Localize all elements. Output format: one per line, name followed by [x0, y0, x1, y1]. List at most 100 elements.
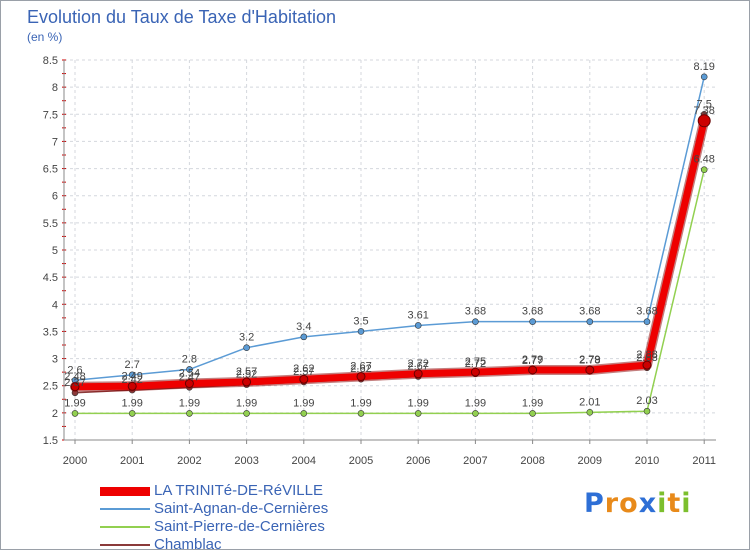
y-tick-label: 8	[52, 82, 58, 94]
series-line	[74, 76, 705, 382]
y-tick-label: 6.5	[43, 164, 58, 176]
data-label: 3.68	[579, 306, 600, 318]
data-point	[413, 369, 423, 379]
legend-item-saint-agnan[interactable]: Saint-Agnan-de-Cernières	[100, 500, 400, 518]
data-label: 2.8	[182, 353, 197, 365]
legend-item-trinite[interactable]: LA TRINITé-DE-RéVILLE	[100, 482, 400, 500]
legend-label-saint-pierre: Saint-Pierre-de-Cernières	[154, 518, 325, 535]
data-label: 2.42	[121, 374, 142, 386]
data-point	[643, 407, 651, 415]
data-point	[300, 410, 308, 417]
y-tick-label: 2.5	[43, 381, 58, 393]
data-label: 2.75	[465, 356, 486, 368]
chart-title: Evolution du Taux de Taxe d'Habitation	[27, 7, 336, 27]
data-point	[470, 367, 480, 377]
data-point	[128, 410, 136, 417]
data-label: 2.54	[179, 368, 200, 380]
logo-letter: P	[584, 488, 605, 519]
y-tick-label: 6	[52, 191, 58, 203]
logo-letter: t	[667, 488, 682, 519]
logo-letter: i	[681, 488, 692, 519]
data-point	[642, 360, 652, 370]
data-label: 2.62	[350, 363, 371, 375]
data-label: 3.5	[353, 315, 368, 327]
data-label: 3.68	[522, 306, 543, 318]
x-tick-label: 2001	[120, 455, 144, 467]
data-label: 2.57	[293, 366, 314, 378]
data-label: 2.79	[579, 354, 600, 366]
chart-unit-label: (en %)	[27, 30, 63, 44]
y-tick-label: 5.5	[43, 218, 58, 230]
data-label: 7.38	[693, 105, 714, 117]
data-point	[70, 382, 80, 392]
data-label: 2.01	[579, 396, 600, 408]
data-point	[357, 410, 365, 417]
y-tick-label: 4.5	[43, 272, 58, 284]
data-label: 1.99	[407, 397, 428, 409]
data-point	[586, 318, 594, 325]
data-point	[700, 166, 708, 173]
axes: 1.5 2 2.5 3 3.5 4 4.5 5 5.5 6 6.5 7 7.5 8 8.5 2000 2001 2…	[43, 55, 716, 467]
data-point	[299, 374, 309, 384]
data-point	[643, 318, 651, 325]
data-label: 1.99	[465, 397, 486, 409]
series-line	[75, 169, 705, 415]
legend-label-chamblac: Chamblac	[154, 536, 222, 553]
x-tick-label: 2004	[292, 455, 316, 467]
series-lines	[70, 73, 711, 417]
series-line	[71, 117, 708, 391]
x-tick-label: 2003	[234, 455, 258, 467]
data-label: 2.72	[465, 358, 486, 370]
data-point	[186, 410, 193, 417]
legend-swatch-saint-agnan	[100, 508, 150, 510]
x-tick-label: 2010	[635, 455, 659, 467]
data-label: 2.37	[64, 377, 85, 389]
data-point	[528, 365, 538, 375]
data-label: 3.68	[636, 306, 657, 318]
data-point	[128, 371, 136, 379]
logo-letter: r	[604, 488, 620, 519]
data-label: 2.03	[636, 395, 657, 407]
y-tick-label: 7	[52, 136, 58, 148]
data-point	[697, 114, 711, 128]
legend-swatch-saint-pierre	[100, 526, 150, 528]
data-point	[472, 410, 479, 417]
data-point	[127, 381, 137, 391]
data-label: 2.79	[522, 354, 543, 366]
logo-letter: x	[638, 488, 658, 519]
data-point	[243, 410, 250, 417]
data-point	[356, 371, 366, 381]
legend-swatch-trinite	[100, 487, 150, 496]
legend-item-saint-pierre[interactable]: Saint-Pierre-de-Cernières	[100, 518, 400, 536]
y-tick-label: 7.5	[43, 109, 58, 121]
data-label: 2.48	[64, 371, 85, 383]
data-point	[472, 318, 479, 325]
y-tick-label: 1.5	[43, 435, 58, 447]
data-label: 1.99	[179, 397, 200, 409]
data-label: 3.68	[465, 306, 486, 318]
data-label: 1.99	[121, 397, 142, 409]
y-tick-label: 2	[52, 408, 58, 420]
data-point	[242, 377, 252, 387]
data-label: 1.99	[64, 397, 85, 409]
y-tick-label: 3.5	[43, 326, 58, 338]
proxiti-logo: Proxiti	[584, 488, 692, 519]
data-label: 2.52	[236, 369, 257, 381]
data-label: 2.72	[407, 358, 428, 370]
data-label: 2.77	[522, 355, 543, 367]
x-tick-label: 2002	[177, 455, 201, 467]
data-label: 2.78	[579, 355, 600, 367]
x-tick-label: 2011	[692, 455, 716, 467]
data-point	[414, 410, 422, 417]
data-label: 2.83	[636, 352, 657, 364]
legend-label-trinite: LA TRINITé-DE-RéVILLE	[154, 482, 323, 499]
data-point	[586, 409, 594, 416]
data-label: 2.62	[293, 363, 314, 375]
data-label: 2.6	[67, 364, 82, 376]
legend-item-chamblac[interactable]: Chamblac	[100, 536, 400, 554]
x-tick-label: 2007	[463, 455, 487, 467]
data-label: 1.99	[522, 397, 543, 409]
data-point	[414, 322, 422, 329]
data-label: 3.2	[239, 332, 254, 344]
data-label: 2.67	[407, 360, 428, 372]
